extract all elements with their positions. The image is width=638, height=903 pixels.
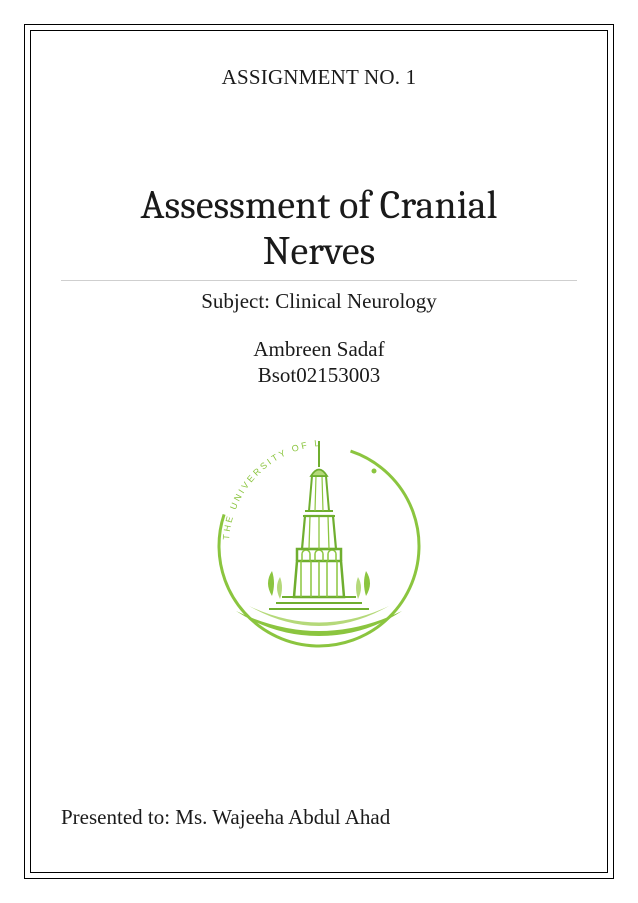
- author-block: Ambreen Sadaf Bsot02153003: [61, 336, 577, 389]
- presented-to: Presented to: Ms. Wajeeha Abdul Ahad: [61, 805, 577, 830]
- title-line-1: Assessment of Cranial: [141, 182, 498, 228]
- subject-line: Subject: Clinical Neurology: [61, 289, 577, 314]
- title-line-2: Nerves: [263, 228, 376, 274]
- author-id: Bsot02153003: [258, 363, 381, 387]
- institution-logo: THE UNIVERSITY OF LAHORE: [61, 411, 577, 671]
- inner-border: ASSIGNMENT NO. 1 Assessment of Cranial N…: [30, 30, 608, 873]
- assignment-number: ASSIGNMENT NO. 1: [61, 65, 577, 90]
- document-title: Assessment of Cranial Nerves: [61, 182, 577, 281]
- svg-text:THE UNIVERSITY OF LAHORE: THE UNIVERSITY OF LAHORE: [194, 411, 322, 540]
- author-name: Ambreen Sadaf: [253, 337, 384, 361]
- university-logo-icon: THE UNIVERSITY OF LAHORE: [194, 411, 444, 671]
